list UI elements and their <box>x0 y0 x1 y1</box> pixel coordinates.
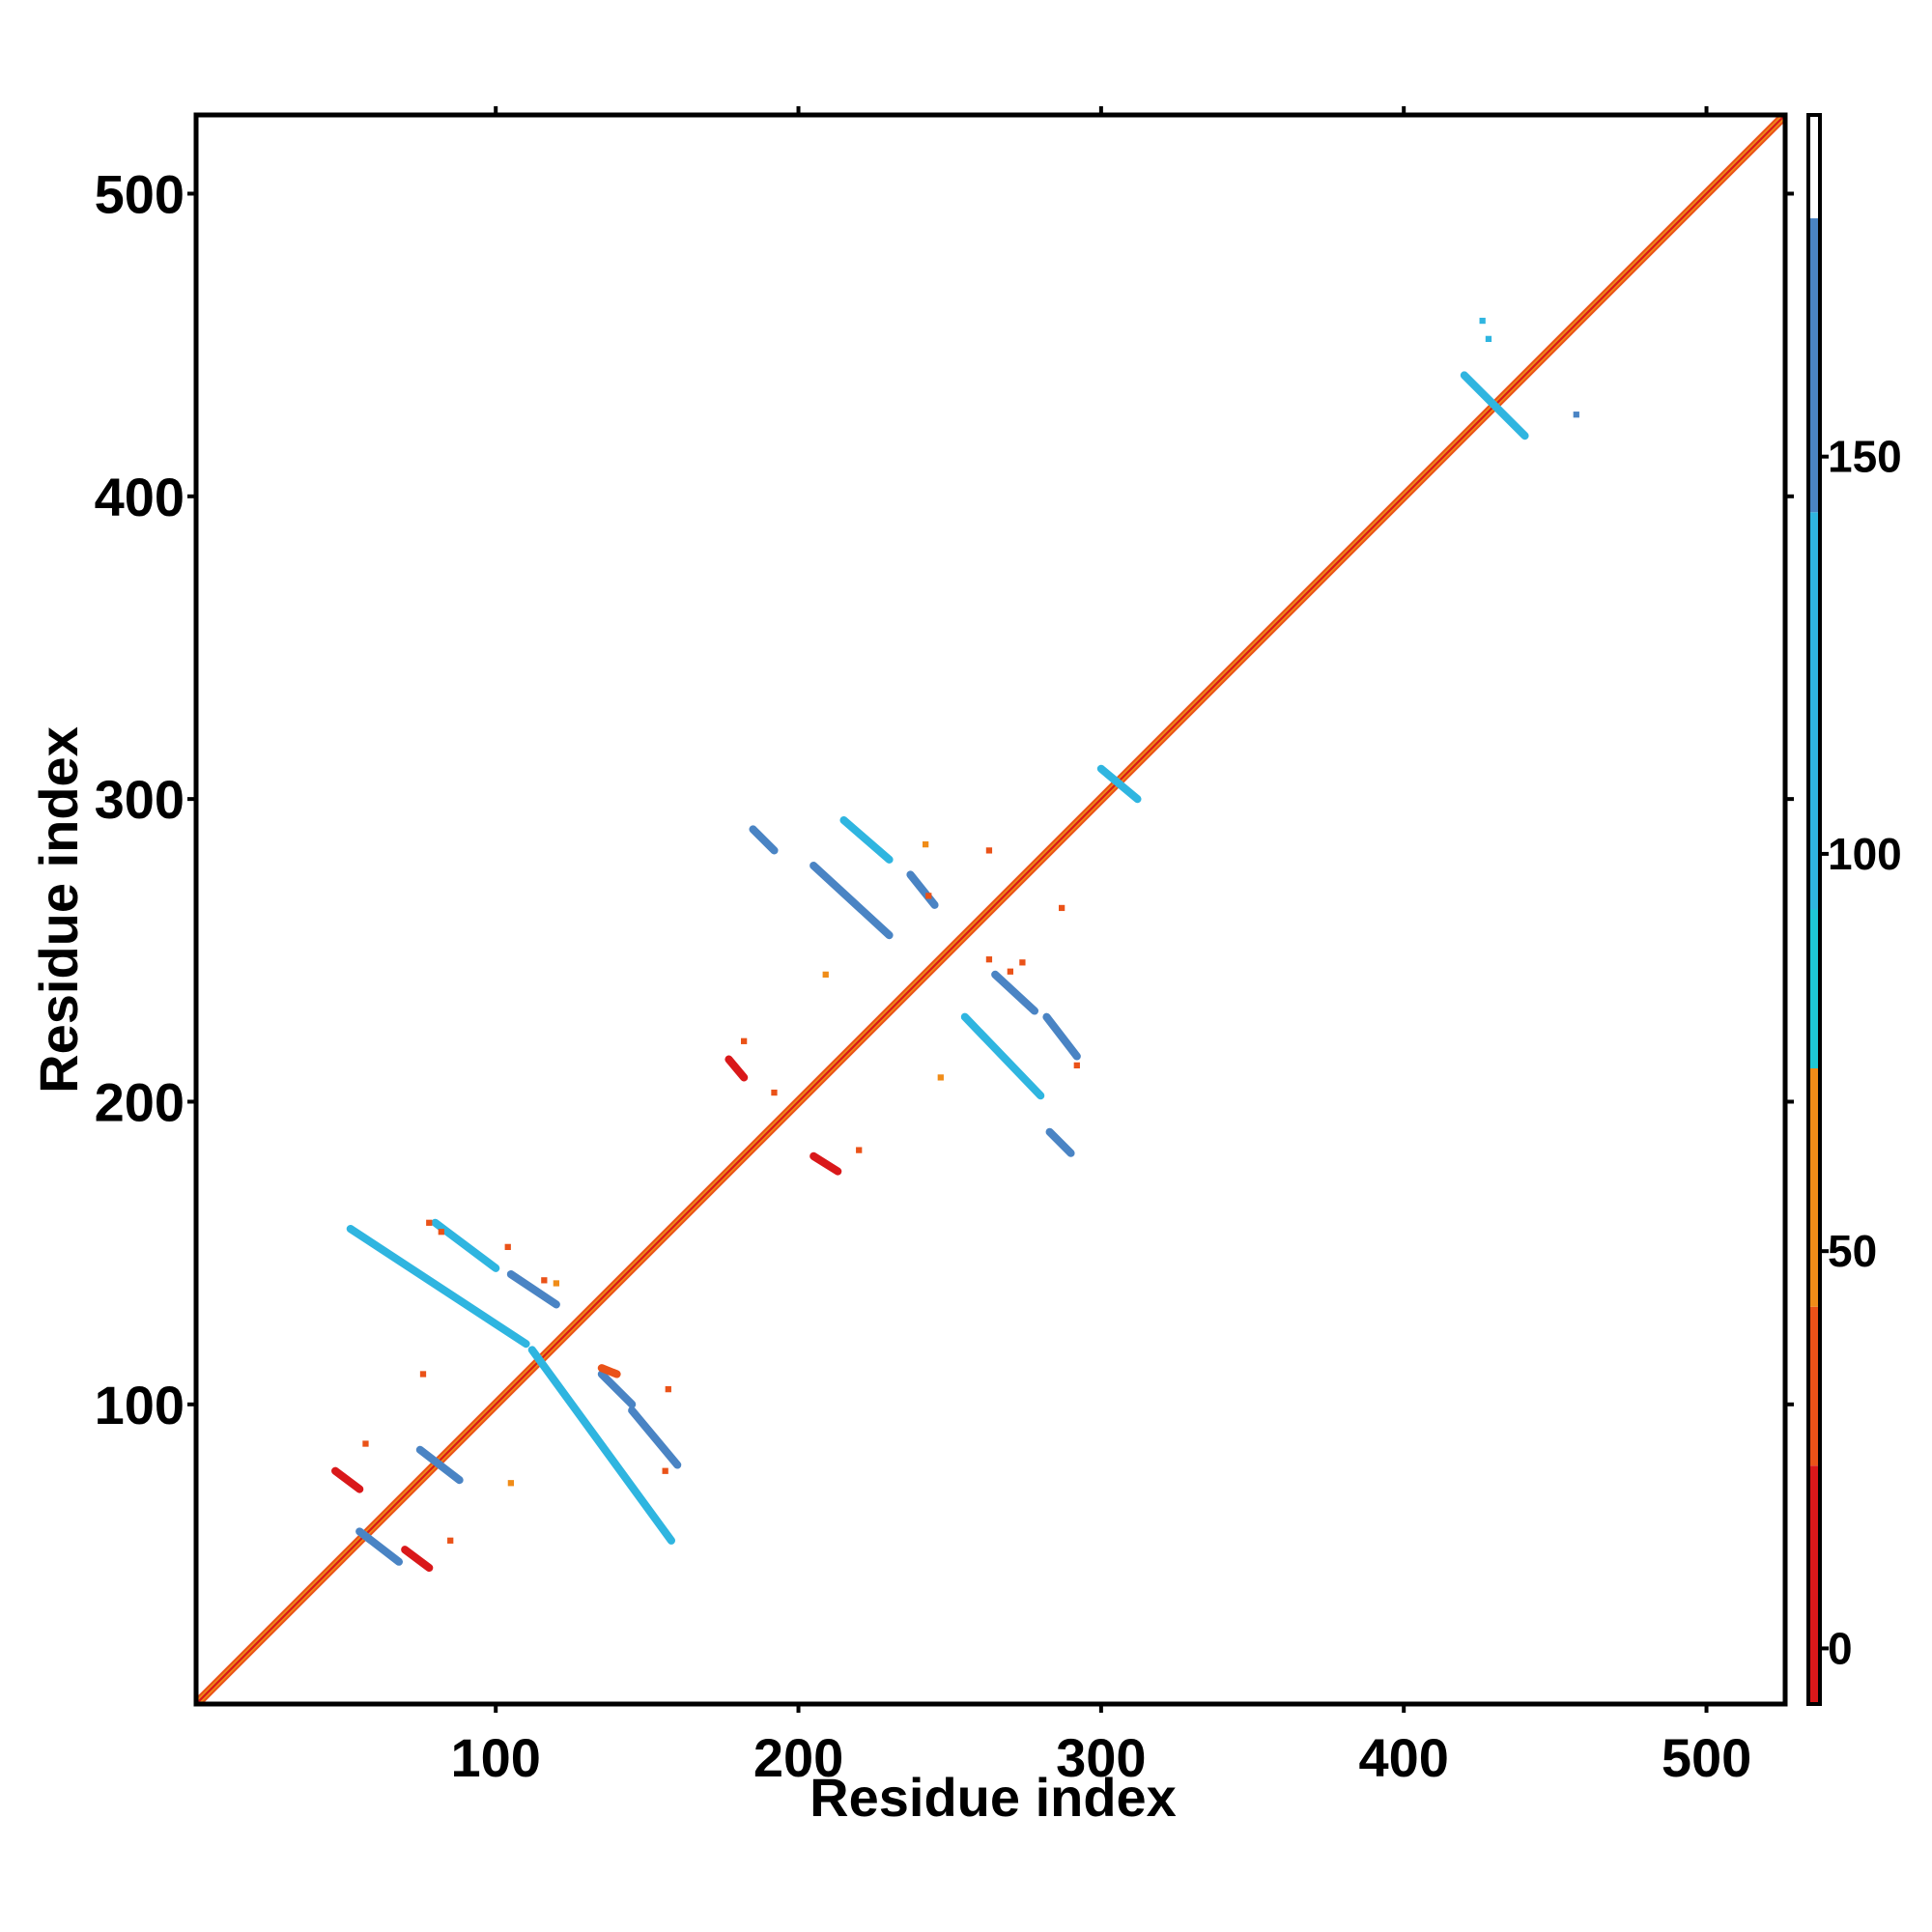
contact-segment <box>506 1269 560 1309</box>
x-axis-title: Residue index <box>810 1767 1177 1828</box>
colorbar: 0 50 100 150 <box>1806 113 1902 1706</box>
contact-segment <box>810 1151 842 1176</box>
colorbar-tick-label: 0 <box>1828 1623 1853 1673</box>
contact-segment <box>1096 764 1142 804</box>
x-tick-label: 300 <box>1056 1727 1146 1788</box>
contact-point <box>771 1089 778 1096</box>
colorbar-tick-label: 50 <box>1828 1226 1877 1276</box>
contact-point <box>856 1147 863 1153</box>
contact-point <box>985 956 993 963</box>
contact-segment <box>724 1055 749 1082</box>
contact-point <box>1007 968 1013 975</box>
contact-point <box>1573 412 1579 418</box>
y-axis-ticks: 100 200 300 400 500 <box>95 163 1794 1435</box>
colorbar-band <box>1808 115 1820 218</box>
contact-point <box>541 1277 548 1284</box>
colorbar-band <box>1808 1465 1820 1704</box>
contact-segment <box>597 1370 637 1408</box>
contact-point <box>1479 317 1486 325</box>
contact-point <box>438 1229 444 1236</box>
x-axis-ticks: 100 200 300 400 500 <box>450 106 1751 1788</box>
contact-point <box>662 1467 668 1474</box>
contact-point <box>362 1440 369 1447</box>
y-tick-label: 300 <box>95 769 185 830</box>
contact-segment <box>960 1012 1045 1100</box>
contact-segment <box>431 1218 500 1272</box>
contact-segment <box>401 1546 434 1573</box>
contact-point <box>985 847 993 854</box>
contact-segment <box>1460 371 1529 440</box>
colorbar-tick-label: 150 <box>1828 432 1902 482</box>
x-tick-label: 500 <box>1662 1727 1751 1788</box>
contact-point <box>741 1037 748 1044</box>
contact-point <box>447 1537 454 1544</box>
main-diagonal-band <box>196 115 1785 1704</box>
colorbar-band <box>1808 217 1820 513</box>
contact-segment <box>415 1445 464 1485</box>
contact-segment <box>839 815 894 864</box>
contact-segment <box>1045 1127 1075 1157</box>
contact-segment <box>597 1364 621 1378</box>
colorbar-band <box>1808 512 1820 910</box>
contact-segment <box>346 1224 530 1349</box>
x-tick-label: 100 <box>450 1727 540 1788</box>
diagonal-line-3 <box>196 115 1785 1704</box>
contact-point <box>925 893 932 899</box>
colorbar-frame <box>1806 113 1822 1706</box>
contact-segment <box>906 870 939 909</box>
colorbar-band <box>1808 1068 1820 1307</box>
contact-point <box>822 971 829 978</box>
plot-frame <box>193 112 1788 1707</box>
y-tick-label: 400 <box>95 467 185 527</box>
contact-segment <box>527 1346 676 1545</box>
contact-point <box>923 841 929 848</box>
x-tick-label: 200 <box>753 1727 843 1788</box>
x-tick-label: 400 <box>1358 1727 1448 1788</box>
contact-point <box>1485 335 1492 342</box>
contact-segment <box>991 970 1039 1015</box>
contact-segment <box>355 1527 404 1566</box>
contact-point <box>426 1219 433 1226</box>
colorbar-tick-label: 100 <box>1828 829 1902 879</box>
contact-point <box>553 1280 559 1287</box>
contact-point <box>937 1074 944 1081</box>
contact-point <box>504 1243 511 1250</box>
contact-segment <box>331 1466 364 1493</box>
contact-marks <box>331 317 1579 1573</box>
contact-point <box>1019 959 1026 966</box>
contact-point <box>419 1371 427 1378</box>
contact-segment <box>749 825 779 855</box>
colorbar-band <box>1808 1306 1820 1466</box>
contact-point <box>665 1386 671 1393</box>
y-tick-label: 200 <box>95 1071 185 1132</box>
y-tick-label: 100 <box>95 1375 185 1435</box>
y-axis-title: Residue index <box>28 726 89 1094</box>
contact-segment <box>628 1406 682 1469</box>
y-tick-label: 500 <box>95 163 185 224</box>
colorbar-band <box>1808 909 1820 1068</box>
contact-segment <box>810 861 894 940</box>
contact-point <box>507 1480 514 1487</box>
contact-point <box>1073 1062 1080 1068</box>
contact-point <box>1059 904 1065 912</box>
contact-segment <box>1042 1012 1081 1061</box>
